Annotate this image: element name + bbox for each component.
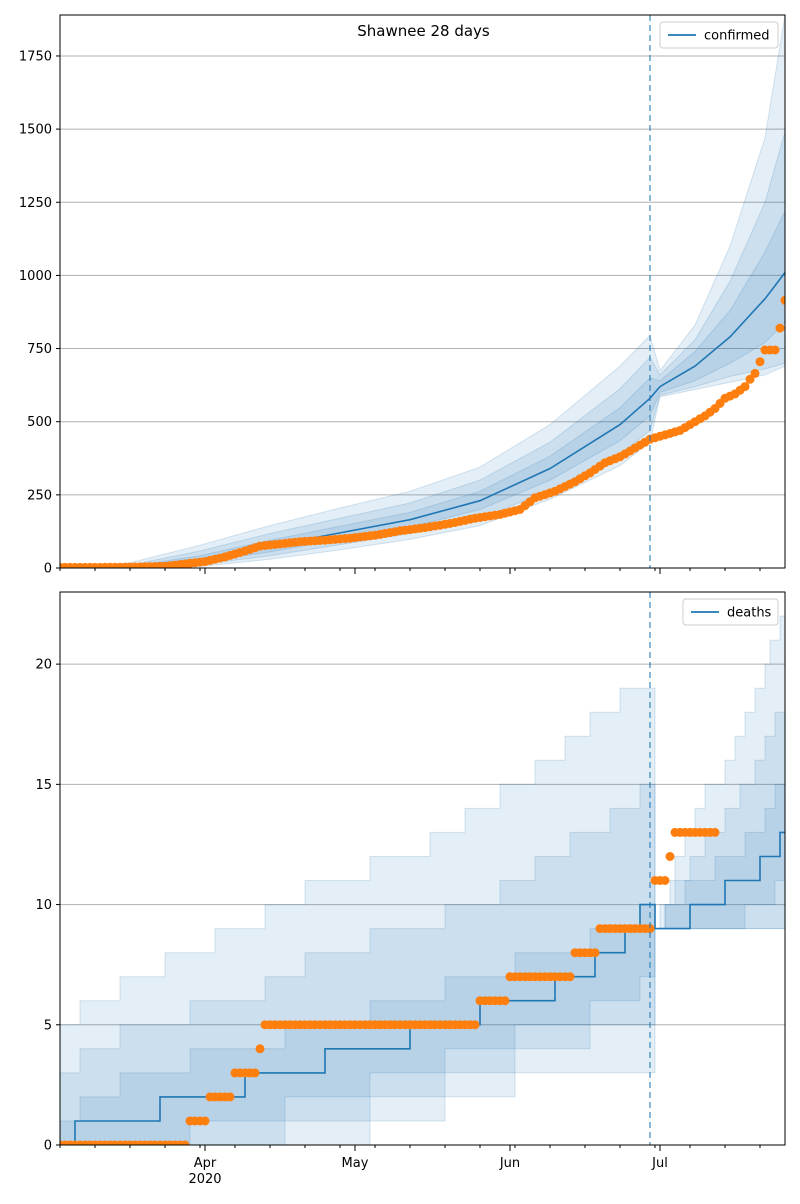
confirmed-chart: 0 250 500 750 1000 1250 1500 1750 Shawnee 28 day… (19, 14, 786, 577)
x-tick-sublabel: 2020 (188, 1172, 221, 1187)
legend-label: deaths (727, 606, 772, 621)
observed-point (200, 1116, 210, 1126)
y-tick-label: 10 (35, 898, 52, 913)
observed-point (775, 323, 785, 333)
observed-point (770, 345, 780, 355)
y-tick-label: 1750 (19, 49, 52, 64)
y-tick-label: 750 (27, 342, 52, 357)
model-step-line (60, 831, 785, 1145)
legend: deaths (682, 598, 779, 626)
x-tick-label: May (342, 1156, 369, 1171)
plot-area (60, 15, 785, 568)
y-tick-label: 1250 (19, 196, 52, 211)
x-tick-label: Jun (499, 1156, 520, 1171)
observed-point (665, 852, 675, 861)
y-tick-label: 5 (44, 1018, 52, 1033)
axes-frame (59, 591, 786, 1146)
y-tick-label: 15 (35, 778, 52, 793)
observed-point (500, 996, 510, 1006)
observed-point (590, 948, 600, 958)
observed-point (225, 1092, 235, 1102)
observed-point (780, 295, 785, 305)
uncertainty-band (60, 688, 785, 1145)
observed-point (660, 876, 670, 885)
legend: confirmed (659, 21, 779, 49)
observed-point (755, 357, 765, 367)
observed-point (250, 1068, 260, 1078)
observed-point (255, 1044, 265, 1054)
x-tick-label: Jul (651, 1156, 668, 1171)
y-tick-label: 0 (44, 562, 52, 577)
observed-point (740, 382, 750, 392)
legend-box (659, 21, 779, 49)
uncertainty-band (60, 15, 785, 568)
legend-box (682, 598, 779, 626)
plot-area (60, 592, 785, 1145)
y-tick-label: 0 (44, 1139, 52, 1154)
legend-label: confirmed (704, 29, 770, 44)
observed-point (710, 827, 720, 837)
y-tick-label: 1500 (19, 123, 52, 138)
y-tick-label: 500 (27, 415, 52, 430)
uncertainty-band (60, 592, 785, 1145)
observed-point (645, 924, 655, 934)
chart-title: Shawnee 28 days (357, 22, 490, 40)
observed-point (745, 374, 755, 384)
observed-point (565, 972, 575, 982)
observed-point (180, 1140, 190, 1145)
y-tick-label: 1000 (19, 269, 52, 284)
observed-point (470, 1020, 480, 1030)
y-tick-label: 250 (27, 488, 52, 503)
observed-point (750, 368, 760, 378)
axes-frame (59, 14, 786, 569)
y-tick-label: 20 (35, 658, 52, 673)
x-tick-label: Apr (194, 1156, 217, 1171)
